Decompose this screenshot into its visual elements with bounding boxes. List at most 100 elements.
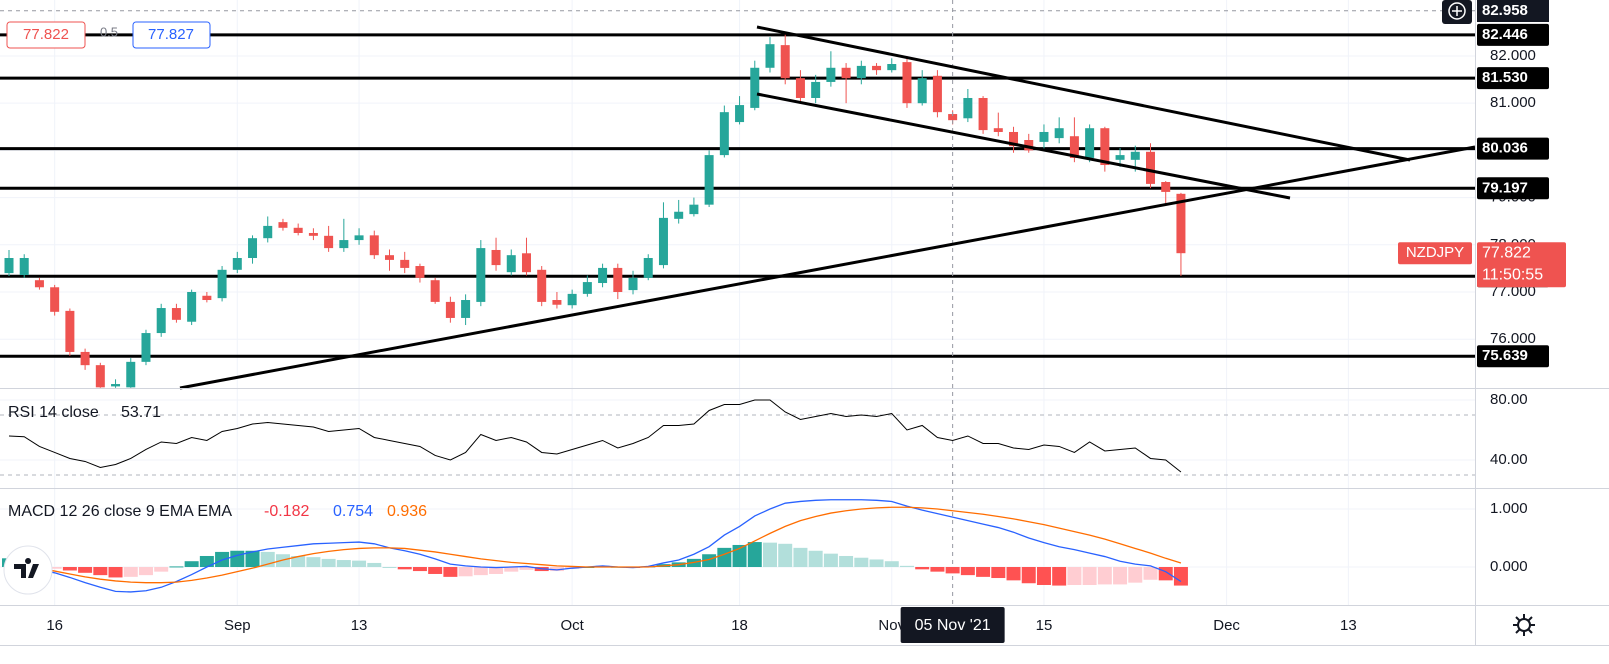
candle-body: [674, 211, 684, 219]
candle-body: [202, 295, 212, 301]
histogram-bar: [930, 567, 945, 572]
candle-body: [430, 280, 440, 302]
logo[interactable]: [3, 545, 53, 595]
crosshair-x-label: 05 Nov '21: [915, 617, 991, 634]
y-tick-label: 82.000: [1490, 47, 1536, 64]
candle-body: [841, 67, 851, 79]
histogram-bar: [78, 567, 93, 573]
histogram-bar: [915, 567, 930, 570]
candle-body: [1085, 128, 1095, 158]
level-label: 79.197: [1482, 179, 1528, 196]
symbol-label: NZDJPY: [1406, 244, 1464, 261]
level-label-box: [1477, 345, 1549, 368]
candle-body: [1069, 136, 1079, 158]
histogram-bar: [367, 562, 382, 568]
histogram-bar: [732, 544, 747, 568]
candle-body: [95, 365, 105, 388]
bid-box[interactable]: [6, 21, 86, 49]
histogram-bar: [352, 560, 367, 568]
histogram-bar: [473, 567, 488, 576]
histogram-bar: [458, 567, 473, 577]
histogram-bar: [1158, 567, 1173, 581]
candle-body: [65, 310, 75, 352]
histogram-bar: [1052, 567, 1067, 586]
candle-body: [248, 238, 258, 259]
crosshair-y-label: 82.958: [1482, 2, 1528, 19]
histogram-bar: [793, 547, 808, 568]
y-tick-label: 0.000: [1490, 558, 1528, 575]
histogram-bar: [717, 547, 732, 568]
x-tick-label: Nov: [878, 617, 905, 634]
rsi-value: 53.71: [121, 404, 161, 421]
histogram-bar: [899, 565, 914, 568]
histogram-bar: [884, 561, 899, 568]
histogram-bar: [549, 567, 564, 572]
candle-body: [506, 255, 516, 273]
candle-body: [308, 232, 318, 236]
level-label-box: [1477, 23, 1549, 46]
candle-body: [567, 293, 577, 306]
candle-body: [141, 333, 151, 362]
candle-body: [263, 225, 273, 239]
candle-body: [385, 255, 394, 260]
logo-mark: [14, 558, 39, 578]
x-tick-label: Dec: [1213, 617, 1240, 634]
histogram-bar: [1006, 567, 1021, 581]
candle-body: [4, 258, 14, 274]
y-tick-label: 76.000: [1490, 330, 1536, 347]
candle-body: [476, 248, 486, 302]
histogram-bar: [123, 567, 138, 577]
histogram-bar: [489, 567, 504, 574]
histogram-bar: [778, 543, 793, 568]
level-label: 75.639: [1482, 347, 1528, 364]
x-tick-label: 13: [1340, 617, 1357, 634]
add-icon: [1448, 2, 1466, 20]
histogram-bar: [945, 567, 960, 574]
x-tick-label: 16: [46, 617, 63, 634]
histogram-bar: [702, 554, 717, 568]
level-label-box: [1477, 67, 1549, 90]
candle-body: [948, 114, 958, 121]
trend-line: [179, 145, 1476, 390]
drawings: [179, 25, 1476, 390]
candle-body: [719, 112, 729, 156]
histogram-bar: [869, 559, 884, 568]
level-label: 80.036: [1482, 140, 1528, 157]
histogram-bar: [1173, 567, 1188, 586]
level-label-box: [1477, 137, 1549, 160]
candle-body: [765, 44, 775, 68]
candle-body: [126, 361, 136, 388]
x-tick-label: 15: [1036, 617, 1053, 634]
level-label: 81.530: [1482, 69, 1528, 86]
histogram-bar: [1143, 567, 1158, 580]
histogram-bar: [154, 567, 169, 572]
histogram-bar: [960, 567, 975, 576]
histogram-bar: [808, 550, 823, 568]
candle-body: [80, 351, 90, 366]
spread: 0.5: [100, 24, 118, 39]
y-tick-label: 80.00: [1490, 391, 1528, 408]
candle-body: [780, 45, 790, 79]
candle-body: [461, 300, 471, 318]
candle-body: [826, 67, 836, 82]
y-tick-label: 81.000: [1490, 94, 1536, 111]
candle-body: [1039, 131, 1049, 142]
candle-body: [1176, 193, 1186, 254]
candle-body: [795, 78, 805, 98]
candle-body: [1146, 151, 1155, 184]
histogram-bar: [108, 567, 123, 578]
candle-body: [293, 227, 303, 233]
ask-box[interactable]: [132, 21, 211, 49]
symbol-box: [1398, 242, 1472, 265]
crosshair-y-box: [1477, 0, 1549, 22]
candle-body: [963, 97, 973, 119]
histogram-bar: [976, 567, 991, 577]
histogram-bar: [1128, 567, 1143, 583]
candle-body: [232, 258, 242, 270]
histogram-bar: [428, 567, 443, 574]
histogram-bar: [199, 555, 214, 568]
histogram-bar: [412, 567, 427, 572]
candle-body: [582, 282, 592, 294]
candle-body: [339, 240, 349, 249]
